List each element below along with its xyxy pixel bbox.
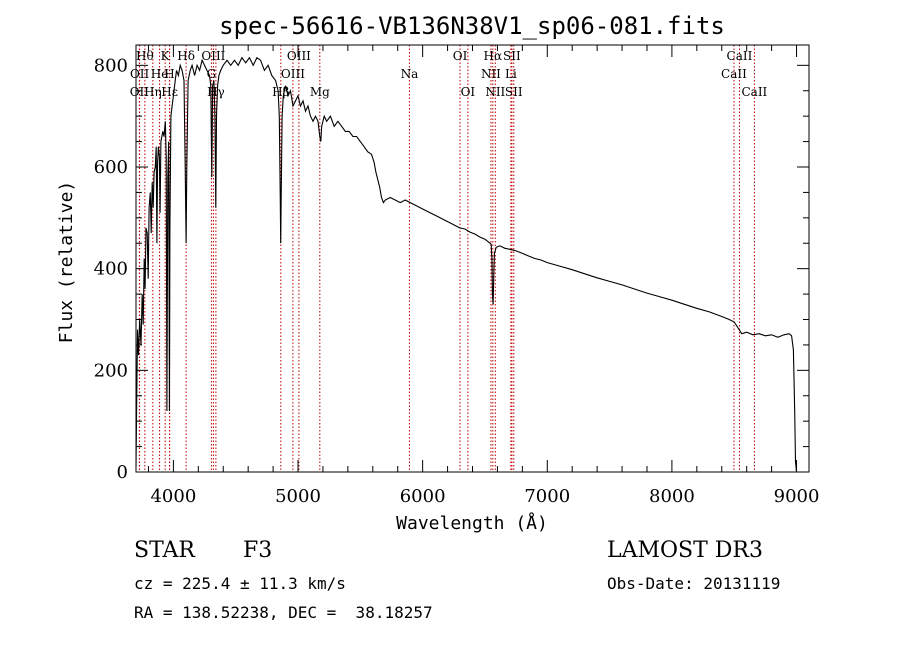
spectral-line-label: Hη	[144, 85, 162, 99]
x-tick-label: 5000	[275, 486, 321, 507]
spectral-line-label: Hθ	[136, 49, 154, 63]
spectral-line-label: OI	[461, 85, 476, 99]
spectral-line-label: H	[164, 67, 174, 81]
x-tick-label: 4000	[150, 486, 196, 507]
coordinates: RA = 138.52238, DEC = 38.18257	[134, 603, 433, 622]
flux-series-line	[135, 56, 798, 473]
plot-frame	[135, 44, 810, 473]
chart-title: spec-56616-VB136N38V1_sp06-081.fits	[219, 12, 725, 40]
y-tick-label: 200	[94, 360, 128, 381]
x-tick-label: 8000	[649, 486, 695, 507]
spectral-line-label: Mg	[310, 85, 330, 99]
spectral-line-label: OIII	[201, 49, 225, 63]
spectral-line-label: OI	[453, 49, 468, 63]
spectral-line-label: Hα	[484, 49, 503, 63]
spectral-line-label: CaII	[741, 85, 767, 99]
spectral-line-label: OIII	[287, 49, 311, 63]
spectral-line-label: SII	[503, 49, 521, 63]
axis-ticks	[136, 45, 809, 473]
spectral-line-label: NII	[485, 85, 505, 99]
x-axis-label: Wavelength (Å)	[396, 512, 548, 534]
spectral-line-label: CaII	[721, 67, 747, 81]
spectral-line-label: Na	[401, 67, 419, 81]
spectral-line-label: OII	[130, 67, 150, 81]
spectral-line-label: Hγ	[207, 85, 225, 99]
spectral-line-label: Li	[505, 67, 517, 81]
spectral-line-label: Hε	[161, 85, 178, 99]
spectral-line-label: OIII	[281, 67, 305, 81]
object-subclass: F3	[243, 538, 273, 563]
redshift-velocity: cz = 225.4 ± 11.3 km/s	[134, 574, 346, 593]
spectral-line-label: He	[151, 67, 169, 81]
object-class: STAR	[134, 538, 195, 563]
spectral-line-label: Hδ	[177, 49, 195, 63]
survey-name: LAMOST DR3	[607, 538, 763, 563]
y-tick-label: 800	[94, 55, 128, 76]
spectral-line-label: NII	[481, 67, 501, 81]
y-tick-label: 400	[94, 259, 128, 280]
spectral-line-label: CaII	[727, 49, 753, 63]
observation-date: Obs-Date: 20131119	[607, 574, 781, 593]
spectral-line-label: K	[161, 49, 171, 63]
spectral-line-label: G	[207, 67, 217, 81]
spectral-line-label: OII	[130, 85, 150, 99]
spectral-line-label: SII	[505, 85, 523, 99]
axis-tick-labels: 4000 5000 6000 7000 8000 9000 0 200 400 600 800	[94, 55, 820, 507]
x-tick-label: 6000	[400, 486, 446, 507]
x-tick-label: 7000	[524, 486, 570, 507]
y-tick-label: 0	[117, 462, 128, 483]
y-axis-label: Flux (relative)	[56, 181, 77, 344]
y-tick-label: 600	[94, 157, 128, 178]
x-tick-label: 9000	[774, 486, 820, 507]
spectral-line-markers	[138, 45, 755, 472]
